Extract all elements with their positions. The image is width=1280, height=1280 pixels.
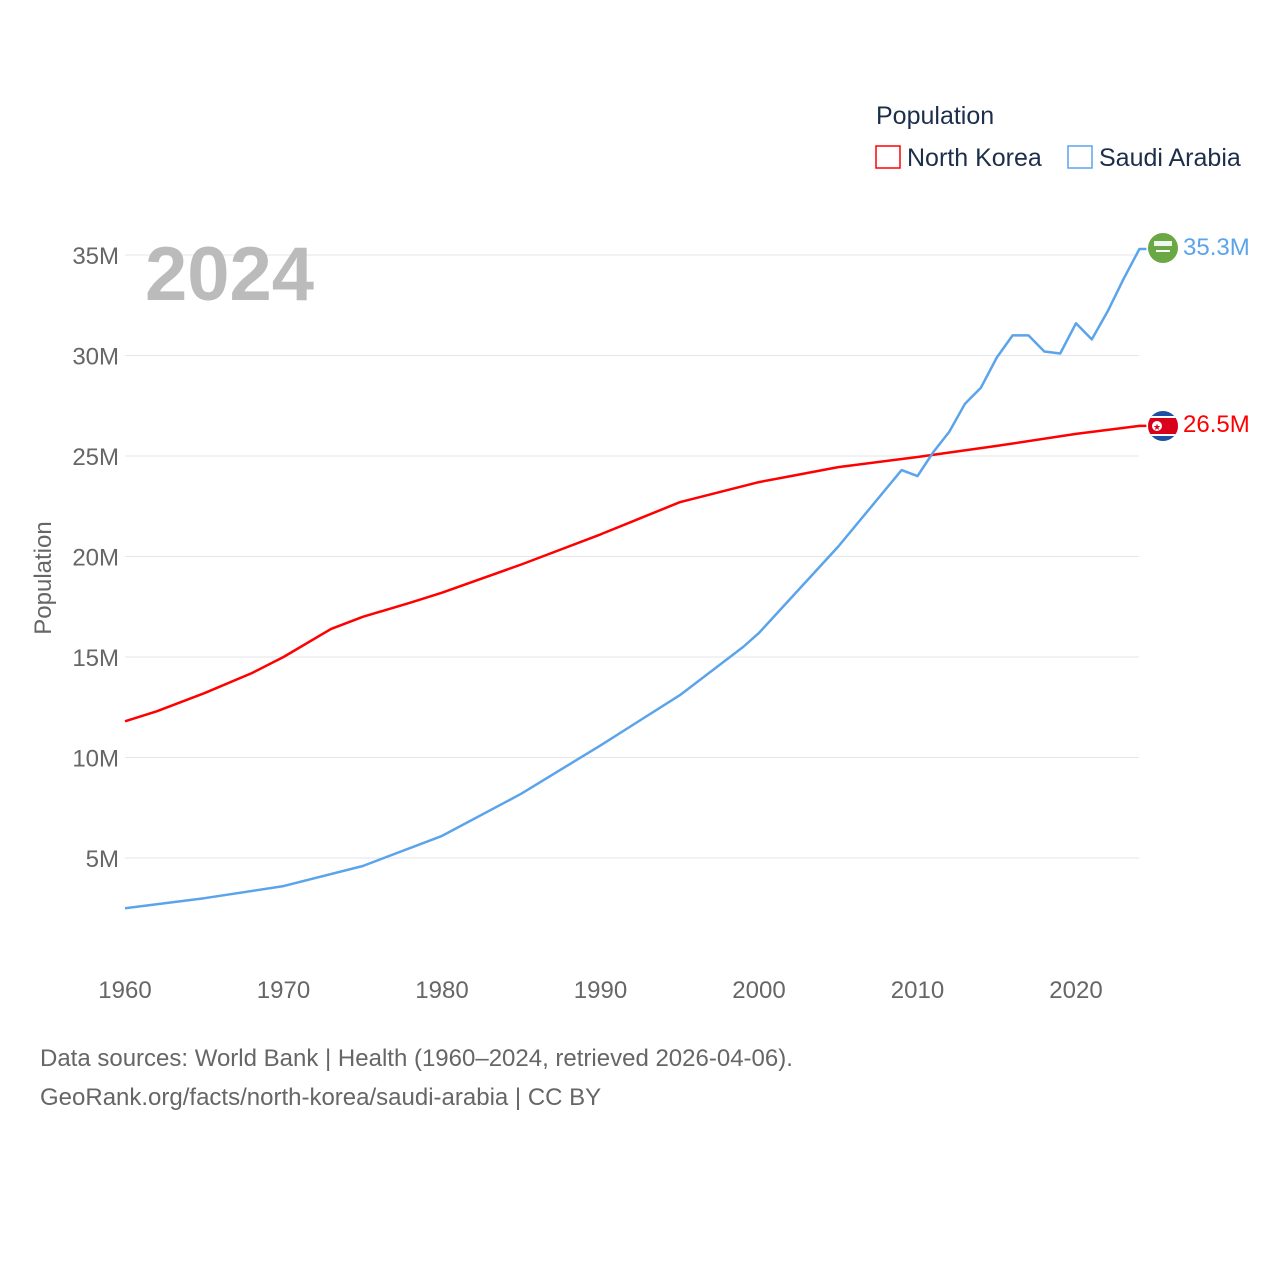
x-tick-label: 2010 <box>891 977 944 1004</box>
legend-title: Population <box>876 102 994 130</box>
end-label-north-korea: 26.5M <box>1183 411 1250 438</box>
x-tick-label: 1960 <box>98 977 151 1004</box>
gridlines <box>125 254 1139 859</box>
footer-credit[interactable]: GeoRank.org/facts/north-korea/saudi-arab… <box>40 1084 602 1111</box>
svg-text:★: ★ <box>1153 422 1161 432</box>
year-overlay: 2024 <box>145 232 314 317</box>
x-tick-label: 2020 <box>1049 977 1102 1004</box>
y-tick-label: 15M <box>72 645 119 672</box>
y-axis-label: Population <box>30 521 57 634</box>
y-tick-label: 35M <box>72 243 119 270</box>
series-line-saudi-arabia[interactable] <box>124 247 1147 910</box>
x-tick-label: 1970 <box>257 977 310 1004</box>
y-tick-label: 30M <box>72 344 119 371</box>
y-tick-label: 25M <box>72 444 119 471</box>
y-tick-label: 5M <box>86 846 119 873</box>
x-tick-label: 1990 <box>574 977 627 1004</box>
series-lines <box>124 247 1147 910</box>
series-line-north-korea[interactable] <box>124 424 1147 723</box>
x-tick-label: 1980 <box>415 977 468 1004</box>
footer-sources: Data sources: World Bank | Health (1960–… <box>40 1045 793 1072</box>
y-tick-label: 20M <box>72 545 119 572</box>
legend-label-saudi-arabia[interactable]: Saudi Arabia <box>1099 144 1241 172</box>
legend-label-north-korea[interactable]: North Korea <box>907 144 1042 172</box>
legend-swatch-saudi-arabia <box>1067 145 1093 169</box>
saudi-arabia-flag-icon <box>1148 233 1178 263</box>
x-tick-labels: 1960 1970 1980 1990 2000 2010 2020 <box>98 977 1102 1004</box>
x-tick-label: 2000 <box>732 977 785 1004</box>
north-korea-flag-icon: ★ <box>1148 411 1178 441</box>
legend-swatch-north-korea <box>875 145 901 169</box>
y-tick-label: 10M <box>72 746 119 773</box>
y-tick-labels: 5M 10M 15M 20M 25M 30M 35M <box>72 243 119 873</box>
end-label-saudi-arabia: 35.3M <box>1183 234 1250 261</box>
legend: Population North Korea Saudi Arabia <box>875 102 1241 172</box>
